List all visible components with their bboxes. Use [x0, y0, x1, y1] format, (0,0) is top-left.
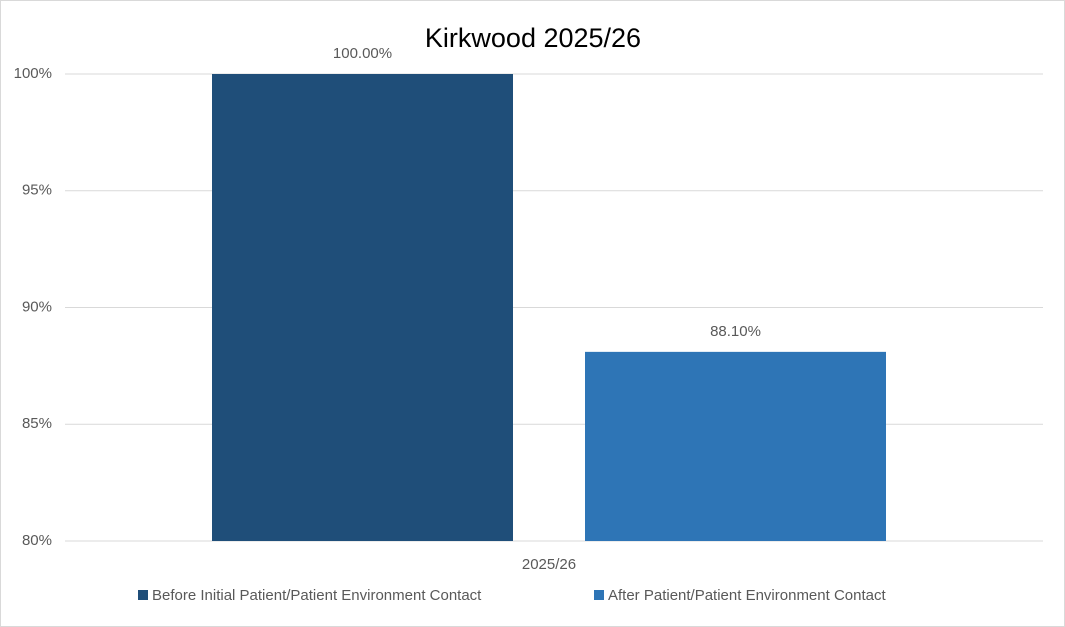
legend-swatch	[138, 590, 148, 600]
y-tick-label: 100%	[14, 65, 52, 82]
y-tick-label: 90%	[22, 298, 52, 315]
legend-label: Before Initial Patient/Patient Environme…	[152, 587, 482, 604]
y-tick-label: 85%	[22, 415, 52, 432]
legend-label: After Patient/Patient Environment Contac…	[608, 587, 886, 604]
chart-title: Kirkwood 2025/26	[425, 23, 641, 53]
bar	[585, 351, 886, 541]
x-tick-label: 2025/26	[522, 556, 576, 573]
y-tick-label: 80%	[22, 532, 52, 549]
value-label: 88.10%	[710, 323, 761, 340]
legend-swatch	[594, 590, 604, 600]
value-label: 100.00%	[333, 45, 392, 62]
y-tick-label: 95%	[22, 182, 52, 199]
bar	[212, 74, 513, 541]
